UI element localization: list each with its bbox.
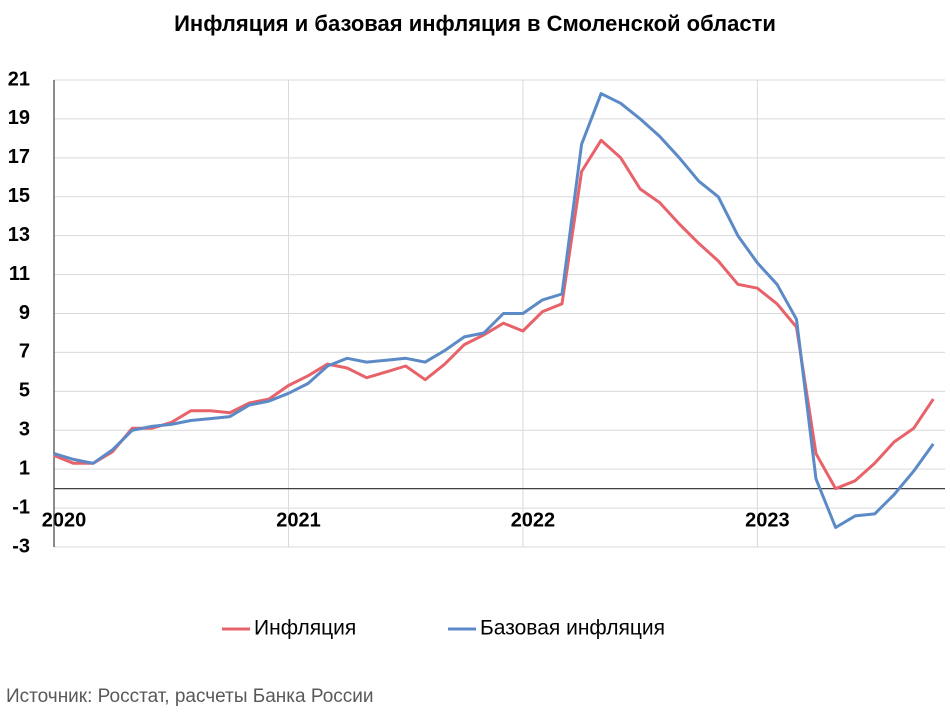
y-tick-label: 1 [19,457,30,479]
x-tick-label: 2022 [511,509,556,531]
legend-label: Инфляция [254,617,356,640]
y-tick-label: -3 [12,535,30,557]
line-series [53,92,935,529]
y-tick-label: 17 [8,146,30,168]
line-series [53,138,935,491]
chart-title: Инфляция и базовая инфляция в Смоленской… [174,11,776,36]
y-tick-label: 5 [19,380,30,402]
y-tick-label: 21 [8,68,30,90]
source-note: Источник: Росстат, расчеты Банка России [6,686,374,707]
y-tick-label: 13 [8,224,30,246]
y-tick-label: 19 [8,107,30,129]
y-tick-label: 7 [19,341,30,363]
x-tick-label: 2023 [745,509,790,531]
y-tick-label: 3 [19,419,30,441]
x-tick-label: 2020 [42,509,87,531]
y-tick-label: -1 [12,496,30,518]
y-tick-label: 11 [9,263,30,285]
x-tick-label: 2021 [276,509,321,531]
y-tick-label: 9 [19,302,30,324]
legend-label: Базовая инфляция [480,617,665,640]
y-tick-label: 15 [8,185,30,207]
